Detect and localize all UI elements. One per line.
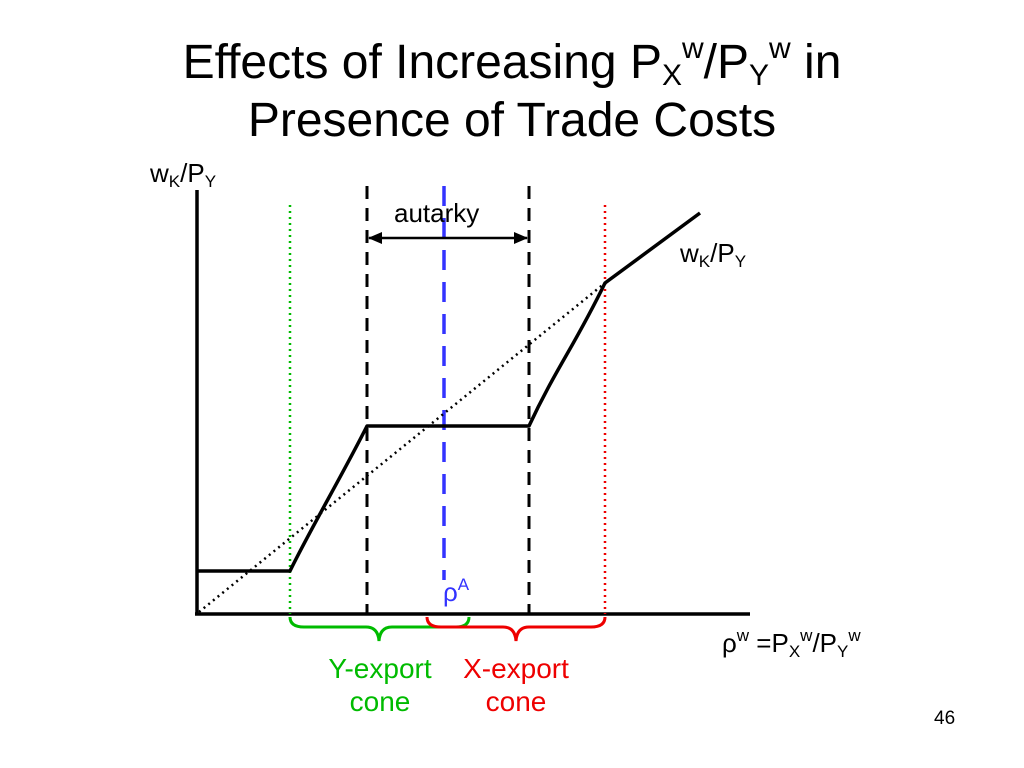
x-axis-label: ρw =PXw/PYw xyxy=(722,626,861,661)
page-number: 46 xyxy=(934,708,956,729)
autarky-label: autarky xyxy=(394,198,480,228)
reference-diagonal-line xyxy=(198,282,606,613)
x-cone-brace xyxy=(425,616,607,642)
y-export-cone-label: Y-export cone xyxy=(328,653,432,717)
curve-label: wK/PY xyxy=(680,238,747,271)
wk-py-curve xyxy=(197,211,702,573)
rho-a-label: ρA xyxy=(443,575,470,607)
y-cone-brace xyxy=(288,616,471,642)
slide-title: Effects of Increasing PXw/PYw in Presenc… xyxy=(0,34,1024,150)
x-export-cone-label: X-export cone xyxy=(463,653,569,717)
slide-title-line2: Presence of Trade Costs xyxy=(247,94,777,147)
y-axis-label: wK/PY xyxy=(150,158,217,191)
slide-title-line1: Effects of Increasing PXw/PYw in xyxy=(182,32,842,92)
